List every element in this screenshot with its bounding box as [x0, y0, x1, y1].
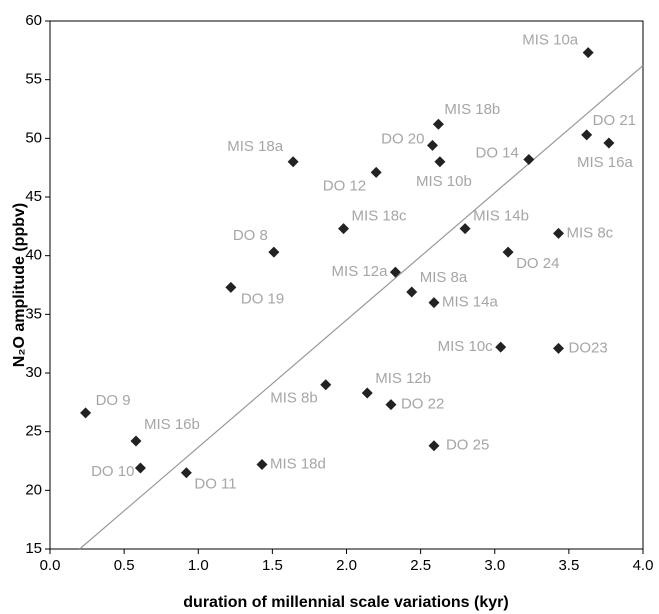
point-label: DO 10 — [91, 463, 134, 480]
x-tick-label: 1.5 — [262, 557, 283, 574]
point — [361, 387, 373, 399]
point-label: DO 12 — [323, 177, 366, 194]
point — [130, 435, 142, 447]
y-tick-label: 25 — [25, 423, 42, 440]
point — [523, 153, 535, 165]
point-label: DO 20 — [381, 130, 424, 147]
point — [552, 227, 564, 239]
point — [256, 459, 268, 471]
point — [370, 166, 382, 178]
point — [287, 156, 299, 168]
point-label: MIS 8a — [420, 269, 468, 286]
point-label: DO 11 — [194, 476, 236, 493]
x-tick-label: 2.5 — [410, 557, 431, 574]
x-tick-label: 0.5 — [114, 557, 135, 574]
trend-line — [79, 65, 644, 550]
point — [320, 379, 332, 391]
y-axis-title: N₂O amplitude (ppbv) — [11, 203, 28, 367]
point-label: MIS 10a — [522, 32, 579, 49]
point — [428, 297, 440, 309]
point — [385, 399, 397, 411]
point-label: MIS 16b — [144, 416, 200, 433]
x-tick-label: 0.0 — [40, 557, 61, 574]
point-label: DO 22 — [401, 396, 444, 413]
point — [502, 246, 514, 258]
x-axis-title: duration of millennial scale variations … — [183, 594, 508, 611]
point — [603, 137, 615, 149]
point-label: MIS 18c — [352, 208, 408, 225]
point-label: DO 8 — [233, 227, 268, 244]
point — [406, 286, 418, 298]
y-tick-label: 35 — [25, 305, 42, 322]
point — [581, 129, 593, 141]
point-label: MIS 18a — [227, 138, 284, 155]
point-label: MIS 8c — [566, 224, 613, 241]
point-label: MIS 12a — [332, 263, 389, 280]
y-tick-label: 50 — [25, 129, 42, 146]
y-tick-label: 60 — [25, 12, 42, 29]
point-label: DO 19 — [241, 290, 284, 307]
point — [180, 467, 192, 479]
point — [552, 342, 564, 354]
point-label: MIS 12b — [375, 370, 431, 387]
point-label: DO 14 — [475, 144, 518, 161]
point — [338, 223, 350, 235]
y-tick-label: 55 — [25, 71, 42, 88]
point — [134, 462, 146, 474]
point — [432, 118, 444, 130]
point — [459, 223, 471, 235]
point-label: MIS 14b — [473, 208, 529, 225]
point — [426, 139, 438, 151]
point — [389, 266, 401, 278]
y-tick-label: 40 — [25, 247, 42, 264]
x-tick-label: 3.0 — [484, 557, 505, 574]
point-label: MIS 10b — [416, 173, 472, 190]
y-tick-label: 20 — [25, 481, 42, 498]
point — [428, 440, 440, 452]
point — [225, 281, 237, 293]
x-tick-label: 3.5 — [558, 557, 579, 574]
point — [268, 246, 280, 258]
point — [434, 156, 446, 168]
point-label: DO 21 — [593, 112, 636, 129]
point-label: MIS 16a — [577, 154, 634, 171]
point-label: MIS 14a — [442, 294, 499, 311]
point — [80, 407, 92, 419]
x-tick-label: 4.0 — [633, 557, 654, 574]
point-label: MIS 8b — [270, 390, 318, 407]
x-tick-label: 1.0 — [188, 557, 209, 574]
point — [495, 341, 507, 353]
point-label: DO 25 — [446, 437, 489, 454]
y-tick-label: 45 — [25, 188, 42, 205]
point-label: MIS 18b — [444, 101, 500, 118]
point-label: DO23 — [568, 339, 607, 356]
x-tick-label: 2.0 — [336, 557, 357, 574]
point-label: DO 24 — [516, 255, 559, 272]
point-label: MIS 18d — [270, 455, 326, 472]
y-tick-label: 15 — [25, 540, 42, 557]
point — [582, 47, 594, 59]
y-tick-label: 30 — [25, 364, 42, 381]
point-label: MIS 10c — [438, 338, 494, 355]
point-label: DO 9 — [96, 392, 131, 409]
